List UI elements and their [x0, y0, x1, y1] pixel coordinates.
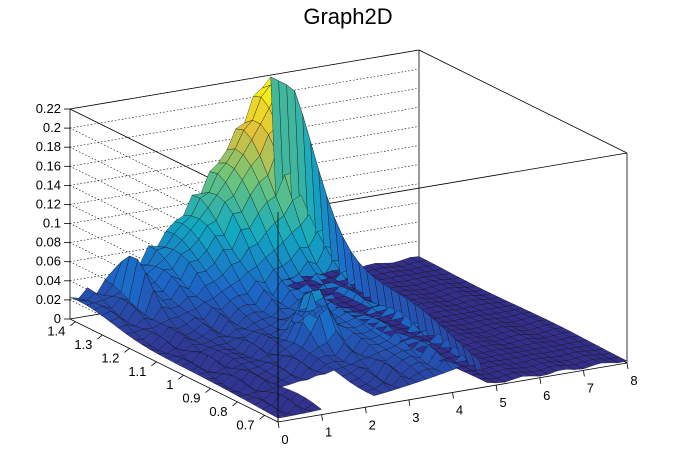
y-axis-tick: [232, 401, 238, 407]
grid-line-back-wall: [69, 68, 420, 129]
surface-cell: [296, 405, 313, 414]
surface-cell: [365, 388, 384, 396]
grid-line-back-wall: [69, 126, 420, 186]
z-tick-label: 0.1: [43, 216, 61, 231]
y-tick-label: 1.4: [47, 324, 65, 339]
grid-line-back-wall: [69, 164, 420, 224]
z-tick-label: 0: [54, 311, 61, 326]
z-tick-label: 0.04: [36, 273, 61, 288]
surface-cell: [383, 382, 401, 391]
x-axis-tick: [626, 362, 629, 370]
y-axis-tick: [259, 414, 265, 420]
y-axis-tick: [124, 348, 130, 353]
x-tick-label: 6: [543, 388, 550, 403]
x-axis-tick: [277, 421, 280, 429]
surface-cell: [290, 374, 308, 382]
y-axis-tick: [178, 374, 184, 380]
y-tick-label: 1.1: [128, 364, 146, 379]
y-tick-label: 0.8: [209, 404, 227, 419]
grid-line-back-wall: [69, 87, 420, 148]
x-tick-label: 7: [587, 380, 594, 395]
y-axis-line: [69, 318, 279, 423]
grid-line-back-wall: [69, 221, 420, 282]
z-tick-label: 0.14: [36, 177, 61, 192]
box-edge: [418, 49, 628, 154]
chart-title: Graph2D: [303, 4, 393, 29]
x-tick-label: 0: [281, 432, 288, 447]
grid-line-back-wall: [69, 240, 420, 301]
x-axis-tick: [321, 414, 323, 421]
x-axis-tick: [583, 370, 585, 377]
z-tick-label: 0.2: [43, 120, 61, 135]
grid-line-back-wall: [69, 145, 420, 205]
y-tick-label: 0.9: [182, 391, 200, 406]
y-axis-tick: [205, 388, 211, 393]
y-tick-label: 1: [166, 377, 173, 392]
x-tick-label: 5: [499, 395, 506, 410]
grid-line-back-wall: [69, 202, 420, 262]
x-axis-tick: [452, 392, 454, 399]
x-axis-tick: [408, 399, 411, 406]
z-tick-label: 0.22: [36, 101, 61, 116]
y-tick-label: 1.3: [74, 337, 92, 352]
z-tick-label: 0.18: [36, 139, 61, 154]
tick-labels-group: 0 0.02 0.04 0.06 0.08 0.1 0.12 0.14 0.16 0.18 0.2 0…: [36, 101, 638, 447]
surface-cell: [479, 378, 497, 384]
z-tick-label: 0.16: [36, 158, 61, 173]
x-tick-label: 4: [456, 403, 463, 418]
x-axis-tick: [495, 385, 498, 392]
x-axis-tick: [539, 377, 542, 384]
y-tick-label: 0.7: [236, 417, 254, 432]
x-tick-label: 2: [369, 417, 376, 432]
z-tick-label: 0.12: [36, 197, 61, 212]
x-tick-label: 1: [325, 425, 332, 440]
surface-group: [69, 76, 628, 419]
y-axis-tick: [151, 361, 157, 367]
grid-line-back-wall: [69, 107, 420, 167]
axes-group: [64, 108, 629, 429]
surface-cell: [278, 410, 296, 417]
x-axis-tick: [364, 407, 367, 414]
y-axis-tick: [97, 334, 103, 340]
z-tick-label: 0.08: [36, 235, 61, 250]
z-tick-label: 0.02: [36, 292, 61, 307]
box-edge: [69, 49, 420, 110]
z-tick-label: 0.06: [36, 254, 61, 269]
y-axis-tick: [70, 321, 76, 327]
box-edge: [277, 152, 628, 213]
x-tick-label: 3: [412, 410, 419, 425]
x-tick-label: 8: [630, 373, 637, 388]
y-tick-label: 1.2: [101, 350, 119, 365]
grid-line-back-wall: [69, 183, 420, 243]
